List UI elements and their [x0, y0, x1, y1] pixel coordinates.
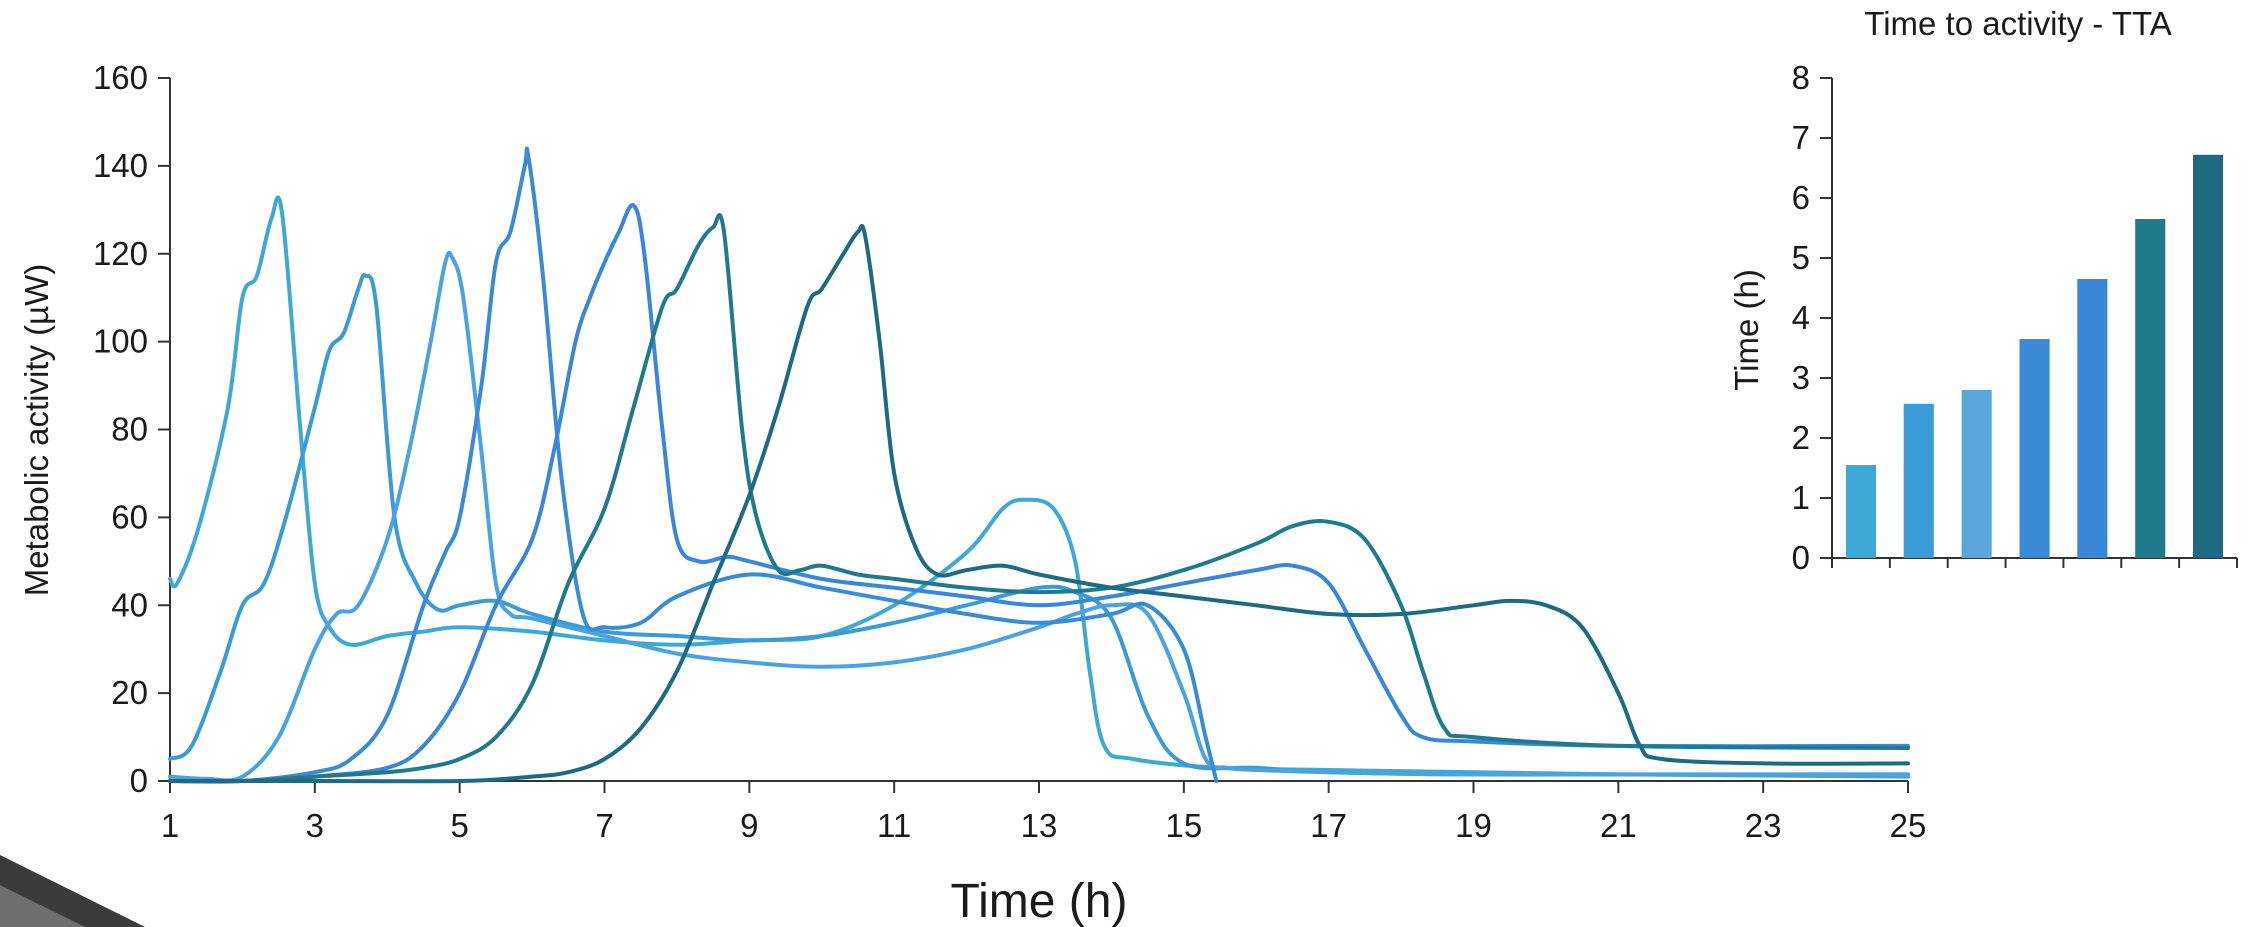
inset-y-tick-label: 4 — [1792, 299, 1810, 336]
inset-y-ticks: 0 1 2 3 4 5 6 7 8 — [1792, 59, 1832, 576]
main-x-tick-label: 15 — [1165, 807, 1202, 844]
series-line-4 — [168, 146, 1219, 784]
main-y-tick-label: 140 — [93, 147, 148, 184]
main-x-tick-label: 7 — [595, 807, 613, 844]
main-x-tick-label: 21 — [1600, 807, 1637, 844]
inset-bar-4 — [2019, 339, 2050, 558]
series-line-3 — [168, 250, 1910, 783]
main-y-tick-label: 100 — [93, 323, 148, 360]
inset-y-tick-label: 8 — [1792, 59, 1810, 96]
inset-y-tick-label: 7 — [1792, 119, 1810, 156]
main-y-tick-label: 20 — [111, 674, 148, 711]
inset-bar-1 — [1845, 465, 1876, 558]
inset-chart-title: Time to activity - TTA — [1864, 5, 2171, 42]
main-x-tick-label: 17 — [1310, 807, 1347, 844]
main-x-tick-label: 5 — [450, 807, 468, 844]
inset-bar-5 — [2077, 279, 2108, 558]
main-x-tick-label: 9 — [740, 807, 758, 844]
main-x-tick-label: 11 — [877, 807, 911, 844]
inset-bar-chart: Time to activity - TTA 0 1 2 3 4 5 6 7 8 Time (h… — [1728, 5, 2238, 576]
main-y-tick-label: 120 — [93, 235, 148, 272]
decorative-corner-shape-highlight — [0, 885, 85, 927]
main-y-tick-label: 0 — [130, 762, 148, 799]
main-y-tick-label: 160 — [93, 59, 148, 96]
inset-bar-7 — [2193, 154, 2224, 559]
inset-y-tick-label: 3 — [1792, 359, 1810, 396]
inset-y-tick-label: 6 — [1792, 179, 1810, 216]
inset-y-axis-title: Time (h) — [1728, 269, 1765, 391]
inset-y-tick-label: 5 — [1792, 239, 1810, 276]
series-line-1 — [168, 195, 1910, 779]
series-line-7 — [168, 224, 1910, 784]
inset-x-ticks — [1831, 558, 2238, 568]
main-y-tick-label: 60 — [111, 498, 148, 535]
main-x-ticks: 1 3 5 7 9 11 13 15 17 19 21 23 25 — [161, 781, 1927, 844]
main-x-tick-label: 1 — [161, 807, 179, 844]
inset-bar-3 — [1961, 390, 1992, 558]
series-line-5 — [168, 203, 1910, 784]
main-y-axis-title: Metabolic activity (µW) — [18, 264, 55, 597]
inset-bar-6 — [2135, 219, 2166, 558]
inset-y-tick-label: 1 — [1792, 479, 1810, 516]
main-y-tick-label: 80 — [111, 411, 148, 448]
main-x-tick-label: 3 — [306, 807, 324, 844]
inset-bars — [1845, 154, 2224, 559]
inset-y-tick-label: 2 — [1792, 419, 1810, 456]
main-x-tick-label: 23 — [1745, 807, 1782, 844]
main-y-ticks: 0 20 40 60 80 100 120 140 160 — [93, 59, 170, 799]
series-line-6 — [168, 213, 1910, 784]
main-x-tick-label: 13 — [1021, 807, 1058, 844]
main-x-tick-label: 19 — [1455, 807, 1492, 844]
main-x-axis-title: Time (h) — [951, 875, 1128, 927]
inset-bar-2 — [1903, 403, 1934, 558]
main-x-tick-label: 25 — [1890, 807, 1927, 844]
inset-y-tick-label: 0 — [1792, 539, 1810, 576]
main-series-lines — [168, 146, 1910, 784]
main-y-tick-label: 40 — [111, 586, 148, 623]
